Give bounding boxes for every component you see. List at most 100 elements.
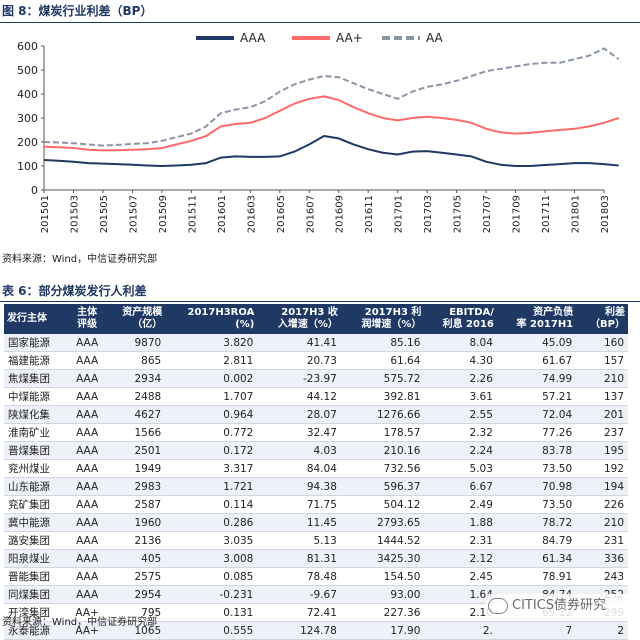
x-tick-label: 201503 — [69, 195, 80, 233]
table-cell: 93.00 — [340, 585, 425, 604]
table-row: 山东能源 AAA 2983 1.721 94.38 596.37 6.67 70.98 194 — [4, 477, 628, 496]
table-cell: 195 — [576, 441, 628, 460]
x-tick-label: 201703 — [423, 195, 434, 233]
table-cell: 137 — [576, 387, 628, 406]
title-rule — [0, 22, 640, 23]
table-cell: 2.45 — [424, 567, 497, 586]
table-cell: AA+ — [67, 603, 108, 622]
table-cell: 3.820 — [165, 334, 258, 352]
header-text: 率 2017H1 — [516, 319, 574, 330]
table-cell: 45.09 — [496, 334, 577, 352]
table-cell: 福建能源 — [4, 351, 68, 370]
table-cell: 865 — [107, 351, 166, 370]
table-cell: 2488 — [107, 387, 166, 406]
header-text: 资产规模 — [122, 307, 163, 318]
x-tick-label: 201701 — [394, 195, 405, 233]
table-cell: 3.008 — [165, 549, 258, 568]
table-header-cell: 发行主体 — [4, 304, 68, 334]
table-row: 阳泉煤业 AAA 405 3.008 81.31 3425.30 2.12 61.34 336 — [4, 549, 628, 568]
table-cell: AAA — [67, 334, 108, 352]
table-cell: 201 — [576, 405, 628, 424]
table-cell: 2.49 — [424, 495, 497, 514]
table-cell: 160 — [576, 334, 628, 352]
table-cell: 575.72 — [340, 369, 425, 388]
table-cell: 2. — [424, 621, 497, 640]
table-cell: 淮南矿业 — [4, 423, 68, 442]
table-cell: 84.04 — [257, 459, 341, 478]
table-cell: AAA — [67, 549, 108, 568]
header-text: 利差 — [605, 307, 625, 318]
table-header-cell: 资产负债率 2017H1 — [496, 304, 577, 334]
table-cell: AAA — [67, 387, 108, 406]
table-cell: 2 — [576, 621, 628, 640]
table-cell: -9.67 — [257, 585, 341, 604]
table-cell: 85.16 — [340, 334, 425, 352]
table-cell: 0.131 — [165, 603, 258, 622]
table-cell: 1444.52 — [340, 531, 425, 550]
watermark: CITICS债券研究 — [486, 594, 638, 618]
table-cell: 2501 — [107, 441, 166, 460]
table-cell: 1566 — [107, 423, 166, 442]
table-cell: 154.50 — [340, 567, 425, 586]
legend-label: AA — [426, 31, 444, 45]
issuer-spread-table: 发行主体 主体 评级 资产规模 （亿） 2017H3ROA (%) 2017H3 收入增速（%… — [4, 304, 628, 640]
table-cell: 4.30 — [424, 351, 497, 370]
table-cell: 1.707 — [165, 387, 258, 406]
table-row: 晋能集团 AAA 2575 0.085 78.48 154.50 2.45 78.91 243 — [4, 567, 628, 586]
table-cell: AAA — [67, 459, 108, 478]
table-cell: 210 — [576, 369, 628, 388]
table-cell: 2.31 — [424, 531, 497, 550]
table-cell: 72.04 — [496, 405, 577, 424]
table-cell: 0.172 — [165, 441, 258, 460]
table-cell: 中煤能源 — [4, 387, 68, 406]
table-cell: AAA — [67, 477, 108, 496]
table-cell: 3.035 — [165, 531, 258, 550]
table-cell: 405 — [107, 549, 166, 568]
x-tick-label: 201609 — [335, 195, 346, 233]
x-tick-label: 201611 — [364, 195, 375, 233]
table-cell: AAA — [67, 567, 108, 586]
table-row: 潞安集团 AAA 2136 3.035 5.13 1444.52 2.31 84.79 231 — [4, 531, 628, 550]
x-tick-label: 201707 — [482, 195, 493, 233]
watermark-text: CITICS债券研究 — [512, 598, 607, 613]
table-cell: 226 — [576, 495, 628, 514]
table-row: 晋煤集团 AAA 2501 0.172 4.03 210.16 2.24 83.78 195 — [4, 441, 628, 460]
header-text: 入增速（%） — [277, 319, 338, 330]
table-cell: 32.47 — [257, 423, 341, 442]
x-tick-label: 201603 — [246, 195, 257, 233]
table-cell: 9870 — [107, 334, 166, 352]
table-cell: 2934 — [107, 369, 166, 388]
header-text: （BP） — [590, 319, 625, 330]
table-cell: 2587 — [107, 495, 166, 514]
table-header-cell: 2017H3 收入增速（%） — [257, 304, 341, 334]
table-header-cell: 资产规模 （亿） — [107, 304, 166, 334]
table-cell: 1.721 — [165, 477, 258, 496]
table-cell: 2793.65 — [340, 513, 425, 532]
table-cell: 同煤集团 — [4, 585, 68, 604]
table-row: 焦煤集团 AAA 2934 0.002 -23.97 575.72 2.26 74.99 210 — [4, 369, 628, 388]
header-text: 利息 2016 — [442, 319, 494, 330]
table-title-rule — [0, 301, 640, 302]
table-cell: -23.97 — [257, 369, 341, 388]
table-cell: AAA — [67, 495, 108, 514]
table-cell: 124.78 — [257, 621, 341, 640]
x-tick-label: 201509 — [158, 195, 169, 233]
table-cell: AAA — [67, 441, 108, 460]
table-header-cell: 利差 （BP） — [576, 304, 628, 334]
table-cell: 78.48 — [257, 567, 341, 586]
table-cell: 11.45 — [257, 513, 341, 532]
table-cell: 0.085 — [165, 567, 258, 586]
x-tick-label: 201705 — [453, 195, 464, 233]
table-cell: 157 — [576, 351, 628, 370]
table-cell: 2.811 — [165, 351, 258, 370]
table-cell: 71.75 — [257, 495, 341, 514]
x-tick-label: 201711 — [541, 195, 552, 233]
table-cell: 4.03 — [257, 441, 341, 460]
table-cell: 73.50 — [496, 459, 577, 478]
table-cell: 795 — [107, 603, 166, 622]
table-row: 福建能源 AAA 865 2.811 20.73 61.64 4.30 61.67 157 — [4, 351, 628, 370]
table-cell: 392.81 — [340, 387, 425, 406]
y-tick-label: 100 — [17, 160, 38, 173]
header-text: 发行主体 — [7, 313, 47, 324]
